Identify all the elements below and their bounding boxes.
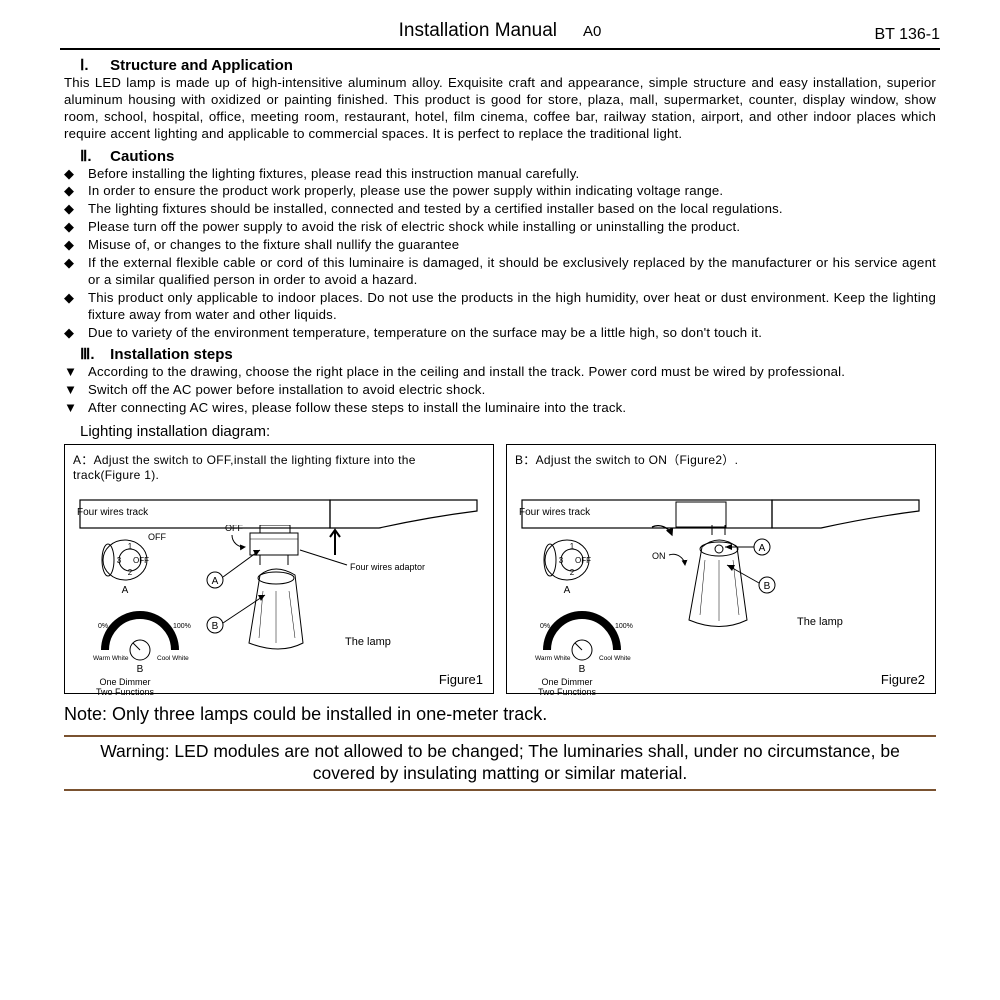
s2-title: Cautions [110,148,174,165]
caution-item: ◆In order to ensure the product work pro… [64,183,936,200]
warning-box: Warning: LED modules are not allowed to … [64,735,936,791]
caution-item: ◆Misuse of, or changes to the fixture sh… [64,237,936,254]
svg-text:A: A [759,543,766,554]
roman-2: Ⅱ. [80,147,106,165]
svg-text:2: 2 [128,568,133,577]
header: Installation Manual A0 BT 136-1 [60,20,940,46]
fig1-no: Figure1 [439,672,483,687]
caution-text: Misuse of, or changes to the fixture sha… [88,237,459,254]
note-text: Note: Only three lamps could be installe… [64,704,936,725]
svg-text:OFF: OFF [133,556,149,565]
svg-text:100%: 100% [173,623,191,630]
diagram-title: Lighting installation diagram: [80,423,940,440]
svg-text:The lamp: The lamp [345,636,391,648]
step-item: ▼Switch off the AC power before installa… [64,382,936,399]
caution-text: In order to ensure the product work prop… [88,183,723,200]
svg-text:0%: 0% [540,623,550,630]
svg-text:2: 2 [570,568,575,577]
caution-text: Before installing the lighting fixtures,… [88,166,579,183]
step-text: Switch off the AC power before installat… [88,382,485,399]
caution-text: Due to variety of the environment temper… [88,325,762,342]
svg-text:A: A [212,576,219,587]
caution-item: ◆Due to variety of the environment tempe… [64,325,936,342]
caution-item: ◆The lighting fixtures should be install… [64,201,936,218]
step-text: After connecting AC wires, please follow… [88,400,626,417]
svg-text:OFF: OFF [148,532,166,542]
svg-text:Two Functions: Two Functions [96,687,155,695]
caution-text: This product only applicable to indoor p… [88,290,936,324]
svg-text:Cool White: Cool White [599,655,631,662]
svg-text:B: B [764,581,771,592]
steps-list: ▼According to the drawing, choose the ri… [64,364,936,417]
figure-2: B：Adjust the switch to ON（Figure2）. Four… [506,444,936,694]
fig2-caption: B：Adjust the switch to ON（Figure2）. [515,451,927,468]
step-text: According to the drawing, choose the rig… [88,364,845,381]
section3-heading: Ⅲ. Installation steps [80,345,940,363]
caution-item: ◆Before installing the lighting fixtures… [64,166,936,183]
svg-text:B: B [212,621,219,632]
svg-text:Two Functions: Two Functions [538,687,597,695]
svg-text:One Dimmer: One Dimmer [541,677,592,687]
roman-3: Ⅲ. [80,345,106,363]
svg-text:OFF: OFF [225,525,243,533]
cautions-list: ◆Before installing the lighting fixtures… [64,166,936,342]
svg-text:Cool White: Cool White [157,655,189,662]
svg-text:1: 1 [570,542,575,551]
svg-text:One Dimmer: One Dimmer [99,677,150,687]
svg-text:A: A [122,585,129,596]
caution-item: ◆This product only applicable to indoor … [64,290,936,324]
adaptor-label: Four wires adaptor [350,562,425,572]
fig1-body-svg: 1 OFF 2 3 OFF A 0% 100% Warm White Cool … [65,525,485,695]
step-item: ▼After connecting AC wires, please follo… [64,400,936,417]
header-rule [60,48,940,50]
svg-text:1: 1 [128,542,133,551]
svg-text:100%: 100% [615,623,633,630]
caution-item: ◆Please turn off the power supply to avo… [64,219,936,236]
figures-row: A：Adjust the switch to OFF,install the l… [64,444,936,694]
section2-heading: Ⅱ. Cautions [80,147,940,165]
svg-text:OFF: OFF [575,556,591,565]
svg-text:A: A [564,585,571,596]
fig2-body-svg: 1 OFF 2 3 A 0% 100% Warm White Cool Whit… [507,525,927,695]
caution-text: If the external flexible cable or cord o… [88,255,936,289]
svg-text:3: 3 [117,556,122,565]
svg-text:3: 3 [559,556,564,565]
s1-title: Structure and Application [110,57,293,74]
roman-1: Ⅰ. [80,56,106,74]
svg-text:B: B [137,664,144,675]
svg-text:B: B [579,664,586,675]
doc-rev: A0 [583,23,601,40]
svg-text:The lamp: The lamp [797,616,843,628]
section1-heading: Ⅰ. Structure and Application [80,56,940,74]
track-label: Four wires track [519,507,590,518]
track-label: Four wires track [77,507,148,518]
svg-text:ON: ON [652,551,666,561]
fig2-no: Figure2 [881,672,925,687]
doc-title: Installation Manual [399,20,557,42]
caution-item: ◆If the external flexible cable or cord … [64,255,936,289]
figure-1: A：Adjust the switch to OFF,install the l… [64,444,494,694]
svg-text:Warm White: Warm White [535,655,571,662]
caution-text: Please turn off the power supply to avoi… [88,219,740,236]
s3-title: Installation steps [110,346,233,363]
fig1-caption: A：Adjust the switch to OFF,install the l… [73,451,485,482]
s1-body: This LED lamp is made up of high-intensi… [64,75,936,143]
svg-text:Warm White: Warm White [93,655,129,662]
svg-text:0%: 0% [98,623,108,630]
step-item: ▼According to the drawing, choose the ri… [64,364,936,381]
caution-text: The lighting fixtures should be installe… [88,201,783,218]
doc-model: BT 136-1 [874,26,940,44]
